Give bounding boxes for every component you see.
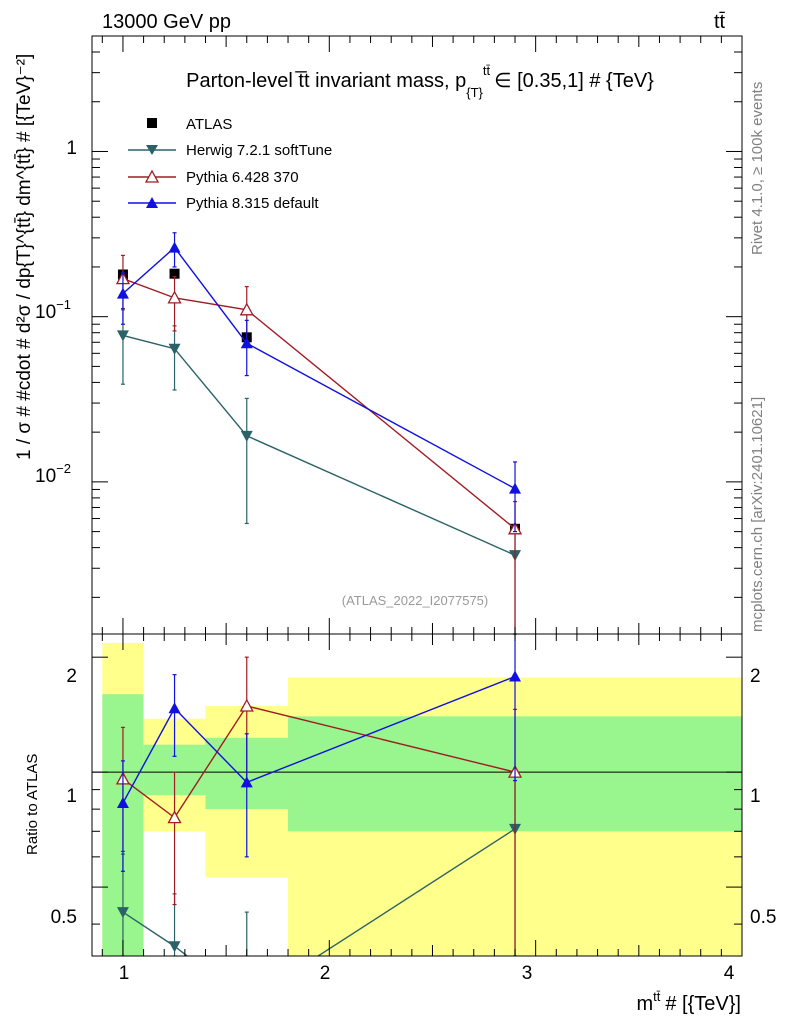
x-tick-label-1: 1 <box>119 963 130 984</box>
ratio-line-pythia-6-428-370 <box>122 705 516 819</box>
ratio-point-herwig-7-2-1-softtune <box>168 941 181 953</box>
legend-item-herwig: Herwig 7.2.1 softTune <box>128 142 332 159</box>
main-data-marks <box>115 232 523 635</box>
y-tick-label-1e-2: 10−2 <box>35 461 71 487</box>
ratio-line-pythia-8-315-default <box>122 675 516 804</box>
legend-marker-atlas <box>147 118 157 128</box>
analysis-watermark: (ATLAS_2022_I2077575) <box>342 593 488 608</box>
header-process: tt̄ <box>714 11 726 33</box>
legend-item-pythia8: Pythia 8.315 default <box>128 195 319 212</box>
main-ticks <box>92 35 743 634</box>
y-tick-label-1e-1: 10−1 <box>35 297 71 323</box>
ratio-point-herwig-7-2-1-softtune <box>116 907 129 919</box>
main-line-herwig-7-2-1-softtune <box>122 334 516 556</box>
x-axis-label: mtt̄ # [{TeV}] <box>636 989 741 1015</box>
ratio-point-pythia-6-428-370 <box>239 698 254 712</box>
legend-marker-herwig <box>146 145 158 155</box>
ratio-frame <box>91 633 743 957</box>
ratio-panel: 2 1 0.5 2 1 0.5 Ratio to ATLAS 1 2 3 4 m… <box>24 633 776 1015</box>
ratio-y-tick-label-2: 2 <box>66 666 77 687</box>
main-point-pythia-8-315-default <box>116 287 129 299</box>
title-main: Parton-level t̅t invariant mass, p <box>186 70 466 92</box>
mcplots-label: mcplots.cern.ch [arXiv:2401.10621] <box>749 397 766 632</box>
ratio-point-pythia-8-315-default <box>240 776 253 788</box>
header-energy: 13000 GeV pp <box>102 11 231 33</box>
legend-label-atlas: ATLAS <box>186 116 232 133</box>
main-panel: Parton-level t̅t invariant mass, p{T}tt̄… <box>14 35 743 635</box>
main-point-herwig-7-2-1-softtune <box>168 343 181 355</box>
main-series-pythia-6-428-370 <box>115 254 523 635</box>
legend-label-pythia8: Pythia 8.315 default <box>186 195 319 212</box>
main-point-pythia-6-428-370 <box>167 290 182 304</box>
ratio-series-pythia-8-315-default <box>116 634 522 872</box>
ratio-line-herwig-7-2-1-softtune <box>122 828 516 956</box>
ratio-y-tick-label-1: 1 <box>66 786 77 807</box>
ratio-point-pythia-8-315-default <box>168 702 181 714</box>
rivet-version-label: Rivet 4.1.0, ≥ 100k events <box>749 82 766 255</box>
main-line-pythia-8-315-default <box>122 246 516 490</box>
ratio-point-herwig-7-2-1-softtune <box>241 997 253 1008</box>
main-point-atlas <box>169 268 180 279</box>
main-title: Parton-level t̅t invariant mass, p{T}tt̄… <box>186 63 654 100</box>
main-series-atlas <box>117 268 521 534</box>
ratio-point-pythia-8-315-default <box>509 670 522 682</box>
ratio-point-pythia-8-315-default <box>116 797 129 809</box>
main-y-axis-label: 1 / σ # #cdot # d²σ / dp{T}^{tt̄} dm^{tt… <box>14 54 35 460</box>
ratio-point-pythia-6-428-370 <box>167 810 182 824</box>
main-point-pythia-8-315-default <box>240 337 253 349</box>
legend-label-herwig: Herwig 7.2.1 softTune <box>186 142 332 159</box>
ratio-y-tick-label-1-right: 1 <box>750 786 761 807</box>
main-point-herwig-7-2-1-softtune <box>116 330 129 342</box>
main-point-pythia-6-428-370 <box>239 302 254 316</box>
legend-item-atlas: ATLAS <box>147 116 232 133</box>
main-series-pythia-8-315-default <box>116 232 522 533</box>
legend: ATLAS Herwig 7.2.1 softTune Pythia 6.428… <box>128 116 332 212</box>
legend-item-pythia6: Pythia 6.428 370 <box>128 169 299 186</box>
main-line-pythia-6-428-370 <box>122 277 516 530</box>
ratio-uncertainty-bands <box>102 642 742 956</box>
x-tick-label-2: 2 <box>320 963 331 984</box>
legend-label-pythia6: Pythia 6.428 370 <box>186 169 299 186</box>
main-point-pythia-8-315-default <box>509 482 522 494</box>
y-tick-label-1: 1 <box>66 138 77 159</box>
title-tail: ∈ [0.35,1] # {TeV} <box>494 70 654 92</box>
ratio-y-axis-label: Ratio to ATLAS <box>24 754 41 855</box>
ratio-y-tick-label-0-5: 0.5 <box>51 907 77 928</box>
x-tick-label-3: 3 <box>522 963 533 984</box>
main-series-herwig-7-2-1-softtune <box>116 309 522 635</box>
title-sub: {T} <box>466 85 483 100</box>
legend-marker-pythia8 <box>146 197 158 208</box>
ratio-y-tick-label-2-right: 2 <box>750 666 761 687</box>
main-point-pythia-8-315-default <box>168 241 181 253</box>
ratio-data-marks <box>115 634 523 1008</box>
main-point-herwig-7-2-1-softtune <box>240 430 253 442</box>
title-sup: tt̄ <box>483 63 491 78</box>
ratio-y-tick-label-0-5-right: 0.5 <box>750 907 776 928</box>
legend-marker-pythia6 <box>144 169 160 183</box>
x-tick-label-4: 4 <box>724 963 735 984</box>
